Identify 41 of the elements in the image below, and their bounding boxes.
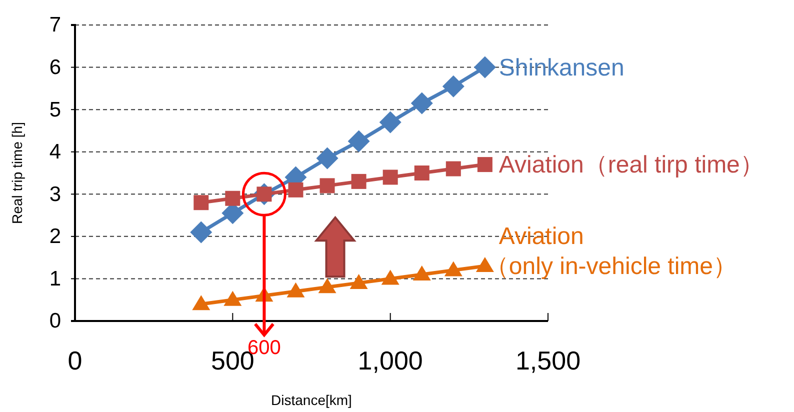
y-axis-title: Real trip time [h] [9,122,25,224]
point [379,111,402,134]
point [286,282,305,298]
point [190,221,212,244]
point [474,56,496,78]
point [316,147,338,170]
point [194,195,209,210]
y-tick-label: 4 [49,140,62,164]
y-tick-label: 7 [49,14,61,37]
x-tick-label: 1,500 [515,345,581,376]
x-tick-label: 0 [68,345,82,376]
x-tick-label: 1,000 [358,345,423,376]
point [318,278,336,294]
point [381,270,400,285]
point [412,265,431,280]
x-axis-title: Distance[km] [271,392,352,408]
point [350,274,368,289]
point [224,290,242,306]
point [320,178,335,194]
point [444,261,462,276]
point [442,75,464,98]
point [476,257,494,272]
series-label: Aviation （only in-vehicle time） [484,223,738,280]
y-tick-label: 1 [49,267,61,290]
y-tick-label: 2 [49,225,61,248]
point [348,130,370,152]
y-tick-label: 3 [49,182,61,206]
point [382,170,398,185]
point [351,174,366,189]
point [414,166,430,180]
point [225,190,240,206]
y-tick-label: 6 [49,56,61,80]
point [192,295,210,310]
point [410,92,433,114]
y-tick-label: 5 [49,98,61,122]
series-label: Aviation（real tirp time） [498,152,764,179]
point [446,161,461,176]
series-label: Shinkansen [498,54,624,82]
point [288,182,304,198]
point [477,157,492,172]
y-tick-label: 0 [49,310,61,333]
